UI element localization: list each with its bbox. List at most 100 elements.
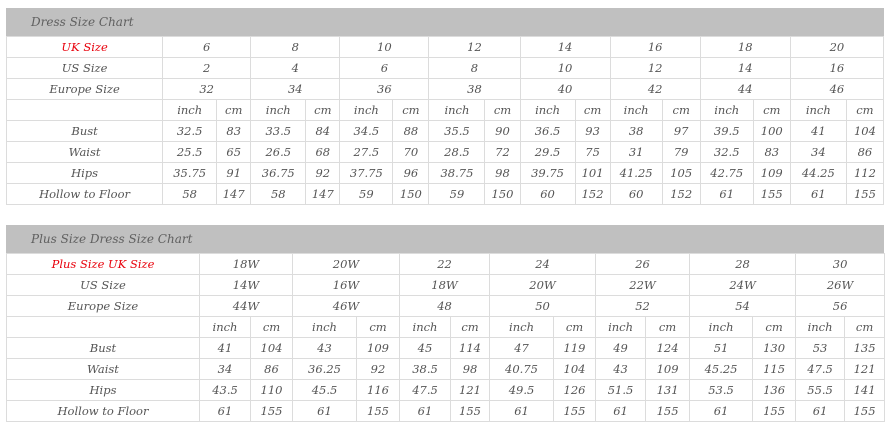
unit-inch: inch [519,99,576,121]
unit-inch: inch [292,316,357,338]
measurement-cell: 27.5 [339,141,394,163]
measurement-cell: 116 [356,379,400,401]
size-cell: 8 [428,57,521,79]
row-label: US Size [6,274,200,296]
size-row: US Size 2 4 6 8 10 12 14 16 [5,57,885,79]
measurement-cell: 100 [752,120,791,142]
measurement-cell: 33.5 [250,120,307,142]
measurement-cell: 36.25 [292,358,357,380]
measurement-cell: 47.5 [399,379,451,401]
measurement-cell: 37.75 [339,162,394,184]
size-cell: 56 [795,295,886,317]
size-cell: 52 [595,295,691,317]
size-cell: 44 [699,78,791,100]
measurement-cell: 61 [689,400,754,422]
unit-cm: cm [574,99,611,121]
measurement-cell: 61 [399,400,451,422]
unit-cm: cm [845,99,885,121]
measurement-cell: 45 [399,337,451,359]
measurement-cell: 93 [574,120,611,142]
unit-inch: inch [489,316,555,338]
size-cell: 48 [398,295,491,317]
size-cell: 10 [339,36,430,58]
size-cell: 20W [489,274,597,296]
unit-row: inch cm inch cm inch cm inch cm inch cm inch cm inch… [6,316,886,338]
size-cell: 26 [595,253,691,275]
measurement-cell: 152 [574,183,611,205]
unit-cm: cm [752,99,791,121]
measurement-row: Hips 43.5 110 45.5 116 47.5 121 49.5 126 51.5 131 5… [6,379,886,401]
measurement-cell: 155 [250,400,293,422]
row-label: UK Size [5,36,164,58]
measurement-cell: 49 [595,337,647,359]
measurement-cell: 43 [595,358,647,380]
size-cell: 20W [292,253,400,275]
measurement-cell: 65 [216,141,252,163]
row-label: US Size [5,57,164,79]
measurement-cell: 59 [428,183,486,205]
measurement-row: Hollow to Floor 61 155 61 155 61 155 61 155 61 155… [6,400,886,422]
size-cell: 54 [689,295,797,317]
size-cell: 32 [162,78,252,100]
measurement-cell: 121 [449,379,491,401]
size-cell: 36 [339,78,430,100]
measurement-cell: 124 [645,337,691,359]
size-cell: 22 [398,253,491,275]
measurement-cell: 61 [489,400,555,422]
measurement-cell: 155 [845,183,885,205]
unit-cm: cm [216,99,252,121]
measurement-cell: 43 [292,337,357,359]
measurement-cell: 98 [449,358,491,380]
measurement-cell: 61 [699,183,754,205]
unit-cm: cm [844,316,886,338]
measurement-cell: 55.5 [795,379,846,401]
measurement-cell: 45.5 [292,379,357,401]
size-cell: 8 [250,36,341,58]
measurement-cell: 135 [844,337,886,359]
measurement-cell: 90 [484,120,521,142]
unit-cm: cm [661,99,701,121]
measurement-cell: 104 [845,120,885,142]
size-cell: 28 [689,253,797,275]
unit-inch: inch [689,316,754,338]
row-label: Europe Size [5,78,164,100]
measurement-cell: 51 [689,337,754,359]
unit-inch: inch [250,99,307,121]
measurement-cell: 155 [752,400,797,422]
unit-cm: cm [553,316,597,338]
measurement-cell: 91 [216,162,252,184]
measurement-cell: 58 [162,183,218,205]
unit-inch: inch [199,316,251,338]
size-cell: 4 [250,57,341,79]
row-label: Hollow to Floor [5,183,164,205]
measurement-cell: 29.5 [519,141,576,163]
measurement-cell: 155 [356,400,400,422]
measurement-cell: 88 [392,120,430,142]
size-cell: 18 [699,36,791,58]
measurement-cell: 38 [609,120,663,142]
measurement-cell: 44.25 [789,162,847,184]
measurement-cell: 84 [305,120,341,142]
measurement-cell: 147 [216,183,252,205]
size-cell: 14 [519,36,611,58]
size-cell: 6 [339,57,430,79]
size-cell: 18W [199,253,293,275]
size-cell: 46W [292,295,400,317]
measurement-cell: 70 [392,141,430,163]
measurement-cell: 32.5 [162,120,218,142]
measurement-cell: 96 [392,162,430,184]
size-cell: 38 [428,78,521,100]
size-cell: 12 [609,57,701,79]
measurement-cell: 150 [392,183,430,205]
measurement-cell: 39.75 [519,162,576,184]
size-cell: 34 [250,78,341,100]
measurement-cell: 36.5 [519,120,576,142]
measurement-cell: 121 [844,358,886,380]
size-cell: 16W [292,274,400,296]
measurement-cell: 51.5 [595,379,647,401]
measurement-cell: 119 [553,337,597,359]
measurement-cell: 75 [574,141,611,163]
measurement-cell: 136 [752,379,797,401]
row-label: Bust [5,120,164,142]
size-cell: 46 [789,78,885,100]
